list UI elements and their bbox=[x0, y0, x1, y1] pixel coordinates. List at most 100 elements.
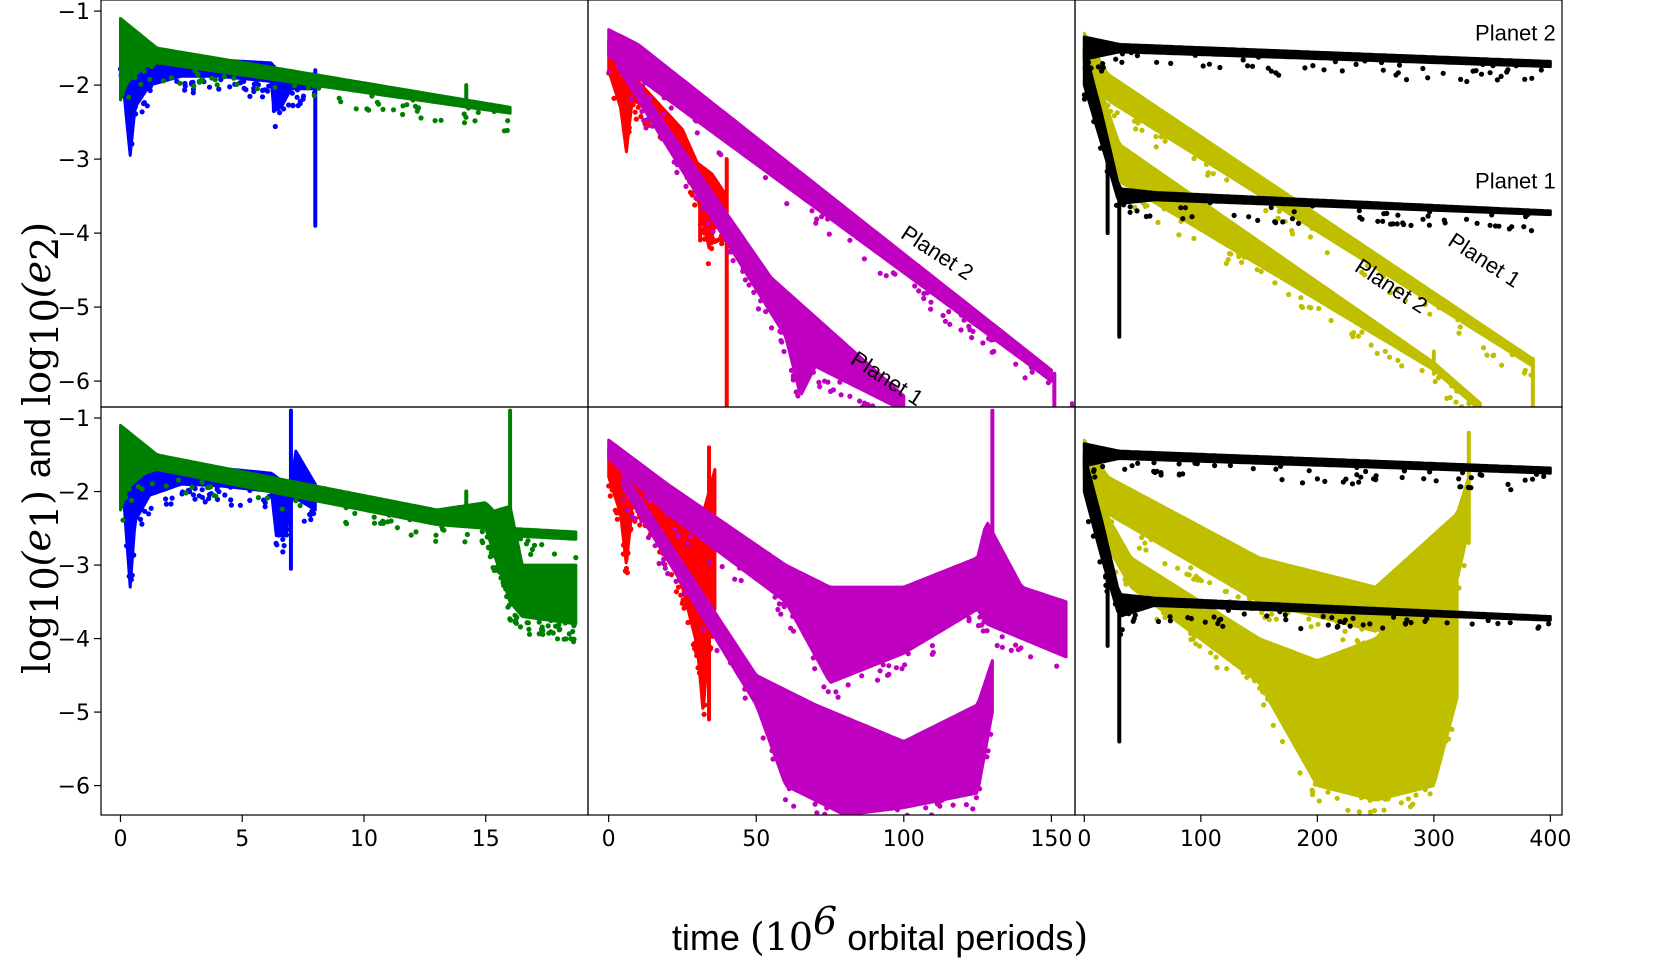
scatter-point bbox=[440, 526, 446, 532]
scatter-point bbox=[135, 484, 141, 490]
scatter-point bbox=[1236, 254, 1242, 260]
scatter-point bbox=[1289, 231, 1296, 237]
scatter-point bbox=[1358, 795, 1364, 801]
scatter-point bbox=[685, 541, 691, 547]
scatter-point bbox=[1505, 67, 1511, 73]
scatter-point bbox=[1354, 472, 1360, 478]
scatter-point bbox=[1240, 669, 1246, 675]
scatter-point bbox=[1381, 211, 1387, 217]
scatter-point bbox=[122, 494, 129, 500]
scatter-point bbox=[788, 625, 794, 631]
scatter-point bbox=[195, 71, 201, 78]
scatter-point bbox=[781, 601, 787, 607]
svg-text:log10(e1)andlog10(e2): log10(e1)andlog10(e2) bbox=[15, 222, 67, 674]
scatter-point bbox=[163, 496, 169, 502]
band-olive-b bbox=[1082, 54, 1482, 407]
scatter-point bbox=[1097, 559, 1103, 565]
scatter-point bbox=[1259, 609, 1265, 616]
scatter-point bbox=[1339, 68, 1345, 74]
scatter-point bbox=[1155, 219, 1161, 225]
scatter-point bbox=[1356, 479, 1362, 485]
scatter-point bbox=[484, 534, 490, 540]
scatter-point bbox=[312, 83, 318, 89]
scatter-point bbox=[1381, 807, 1387, 813]
y-label-var-sub-1: 1 bbox=[23, 505, 67, 529]
scatter-point bbox=[661, 95, 667, 101]
scatter-point bbox=[309, 508, 315, 515]
scatter-point bbox=[227, 84, 233, 90]
scatter-point bbox=[126, 94, 132, 100]
scatter-point bbox=[129, 572, 135, 578]
scatter-point bbox=[625, 550, 631, 556]
scatter-point bbox=[189, 484, 195, 490]
scatter-point bbox=[1188, 636, 1194, 643]
scatter-point bbox=[301, 518, 307, 524]
scatter-point bbox=[861, 256, 868, 262]
scatter-point bbox=[710, 229, 716, 235]
x-tick-label: 0 bbox=[602, 827, 616, 852]
scatter-point bbox=[870, 403, 876, 407]
x-tick-label: 100 bbox=[883, 827, 925, 852]
series-magenta-upper bbox=[607, 408, 1068, 700]
scatter-point bbox=[626, 125, 632, 131]
scatter-point bbox=[1139, 534, 1145, 541]
scatter-point bbox=[1252, 678, 1258, 684]
y-tick-label: −2 bbox=[58, 74, 90, 99]
scatter-point bbox=[1273, 616, 1279, 622]
scatter-point bbox=[380, 106, 386, 112]
scatter-point bbox=[977, 786, 983, 792]
scatter-point bbox=[984, 628, 990, 634]
scatter-point bbox=[192, 68, 198, 74]
scatter-point bbox=[491, 553, 497, 559]
scatter-point bbox=[432, 118, 438, 124]
scatter-point bbox=[1443, 738, 1449, 744]
series-black-p2 bbox=[1082, 442, 1552, 493]
scatter-point bbox=[1341, 619, 1347, 626]
scatter-point bbox=[740, 266, 746, 272]
scatter-point bbox=[705, 220, 711, 226]
scatter-point bbox=[772, 594, 778, 600]
scatter-point bbox=[1386, 354, 1393, 360]
scatter-point bbox=[1212, 463, 1218, 469]
scatter-point bbox=[1444, 395, 1450, 401]
scatter-point bbox=[900, 408, 905, 413]
scatter-point bbox=[1247, 597, 1253, 603]
scatter-point bbox=[624, 570, 631, 576]
scatter-point bbox=[1275, 215, 1281, 221]
scatter-point bbox=[902, 662, 908, 668]
scatter-point bbox=[1380, 218, 1386, 224]
x-tick-label: 400 bbox=[1529, 827, 1571, 852]
x-label-paren-close: ) bbox=[1073, 915, 1088, 959]
scatter-point bbox=[214, 82, 220, 88]
scatter-point bbox=[1197, 643, 1203, 649]
scatter-point bbox=[1213, 654, 1219, 660]
scatter-point bbox=[199, 479, 205, 485]
y-label-log-2: log bbox=[15, 347, 59, 406]
scatter-point bbox=[646, 498, 653, 504]
scatter-point bbox=[1356, 809, 1362, 815]
scatter-point bbox=[438, 117, 444, 123]
scatter-point bbox=[737, 565, 743, 571]
scatter-point bbox=[353, 106, 359, 112]
scatter-point bbox=[1332, 59, 1338, 65]
scatter-point bbox=[835, 694, 841, 700]
scatter-point bbox=[813, 220, 819, 226]
scatter-point bbox=[461, 120, 468, 126]
scatter-point bbox=[936, 799, 943, 805]
band-magenta-p2 bbox=[607, 28, 1053, 383]
scatter-point bbox=[536, 631, 542, 637]
scatter-point bbox=[1499, 362, 1505, 368]
scatter-point bbox=[1240, 57, 1246, 63]
scatter-point bbox=[1477, 471, 1483, 478]
scatter-point bbox=[222, 492, 228, 498]
scatter-point bbox=[228, 502, 234, 508]
scatter-point bbox=[1325, 789, 1331, 795]
scatter-point bbox=[999, 634, 1005, 640]
scatter-point bbox=[1408, 620, 1414, 626]
scatter-point bbox=[1279, 477, 1285, 483]
scatter-point bbox=[1359, 626, 1365, 632]
scatter-point bbox=[545, 623, 551, 629]
scatter-point bbox=[884, 410, 889, 415]
scatter-point bbox=[1208, 650, 1214, 656]
